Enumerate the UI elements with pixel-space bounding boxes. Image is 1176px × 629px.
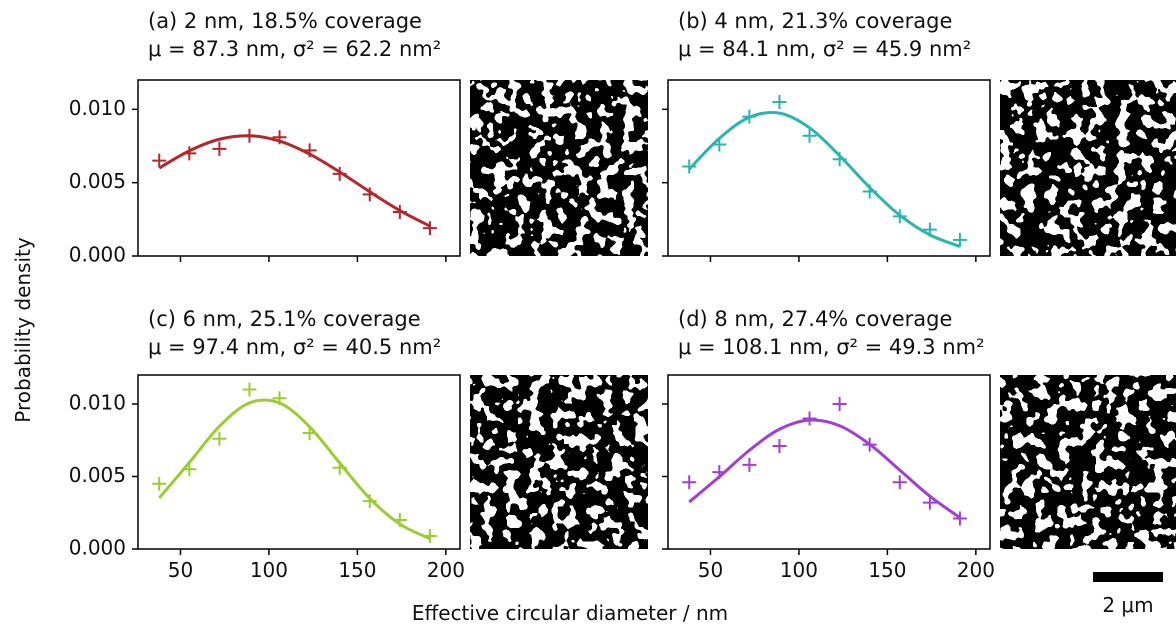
micrograph: [1000, 375, 1176, 549]
fit-line: [158, 134, 431, 228]
data-point: [152, 153, 167, 168]
data-point: [892, 475, 907, 490]
data-point: [892, 209, 907, 224]
y-tick-label: 0.005: [69, 169, 126, 193]
data-point: [742, 457, 757, 472]
scale-bar-label: 2 μm: [1102, 593, 1153, 617]
data-point: [742, 109, 757, 124]
fit-line: [688, 110, 961, 248]
fit-line: [158, 398, 431, 541]
data-point: [772, 95, 787, 109]
y-tick-label: 0.000: [69, 536, 126, 560]
data-point: [682, 159, 697, 174]
data-point: [392, 513, 407, 527]
x-tick-label: 150: [338, 558, 376, 582]
data-point: [422, 528, 437, 543]
chart-subtitle: μ = 108.1 nm, σ² = 49.3 nm²: [678, 335, 985, 359]
data-point: [332, 460, 347, 475]
x-axis-label: Effective circular diameter / nm: [412, 601, 728, 625]
x-tick-label: 150: [868, 558, 906, 582]
data-point: [332, 166, 347, 181]
data-point: [212, 141, 227, 156]
chart-title: (d) 8 nm, 27.4% coverage: [678, 307, 952, 331]
data-point: [832, 397, 847, 411]
plot-frame: [667, 79, 991, 257]
data-point: [862, 437, 877, 452]
chart-title: (a) 2 nm, 18.5% coverage: [148, 9, 422, 33]
x-tick-label: 50: [168, 558, 193, 582]
data-point: [682, 475, 697, 490]
micrograph: [470, 375, 648, 549]
data-point: [242, 382, 257, 397]
data-point: [182, 462, 197, 477]
data-point: [212, 431, 227, 446]
data-point: [182, 146, 197, 161]
chart-subtitle: μ = 87.3 nm, σ² = 62.2 nm²: [148, 37, 441, 61]
x-tick-label: 200: [427, 558, 465, 582]
x-tick-label: 100: [780, 558, 818, 582]
data-point: [952, 511, 967, 526]
data-point: [242, 128, 257, 143]
data-point: [802, 411, 817, 426]
chart-title: (b) 4 nm, 21.3% coverage: [678, 9, 952, 33]
x-tick-label: 200: [957, 558, 995, 582]
chart-subtitle: μ = 97.4 nm, σ² = 40.5 nm²: [148, 335, 441, 359]
data-point: [272, 391, 287, 406]
y-axis-label: Probability density: [11, 237, 35, 423]
data-point: [772, 439, 787, 454]
plot-frame: [137, 79, 461, 257]
fit-line: [688, 418, 961, 519]
data-point: [922, 222, 937, 237]
micrograph: [1000, 80, 1176, 256]
y-tick-label: 0.000: [69, 243, 126, 267]
data-point: [302, 143, 317, 158]
micrograph: [470, 80, 648, 256]
y-tick-label: 0.010: [69, 391, 126, 415]
data-point: [392, 205, 407, 219]
plot-frame: [667, 374, 991, 550]
chart-subtitle: μ = 84.1 nm, σ² = 45.9 nm²: [678, 37, 971, 61]
y-tick-label: 0.005: [69, 463, 126, 487]
data-point: [362, 187, 377, 202]
scale-bar: [1093, 572, 1163, 582]
data-point: [712, 137, 727, 152]
data-point: [922, 495, 937, 510]
data-point: [952, 232, 967, 247]
chart-title: (c) 6 nm, 25.1% coverage: [148, 307, 421, 331]
data-point: [152, 476, 167, 491]
data-point: [832, 152, 847, 167]
data-point: [422, 221, 437, 236]
data-point: [862, 184, 877, 199]
data-point: [712, 465, 727, 480]
y-tick-label: 0.010: [69, 96, 126, 120]
data-point: [272, 130, 287, 145]
x-tick-label: 50: [698, 558, 723, 582]
data-point: [362, 494, 377, 509]
plot-frame: [137, 374, 461, 550]
data-point: [802, 128, 817, 143]
x-tick-label: 100: [250, 558, 288, 582]
data-point: [302, 426, 317, 440]
